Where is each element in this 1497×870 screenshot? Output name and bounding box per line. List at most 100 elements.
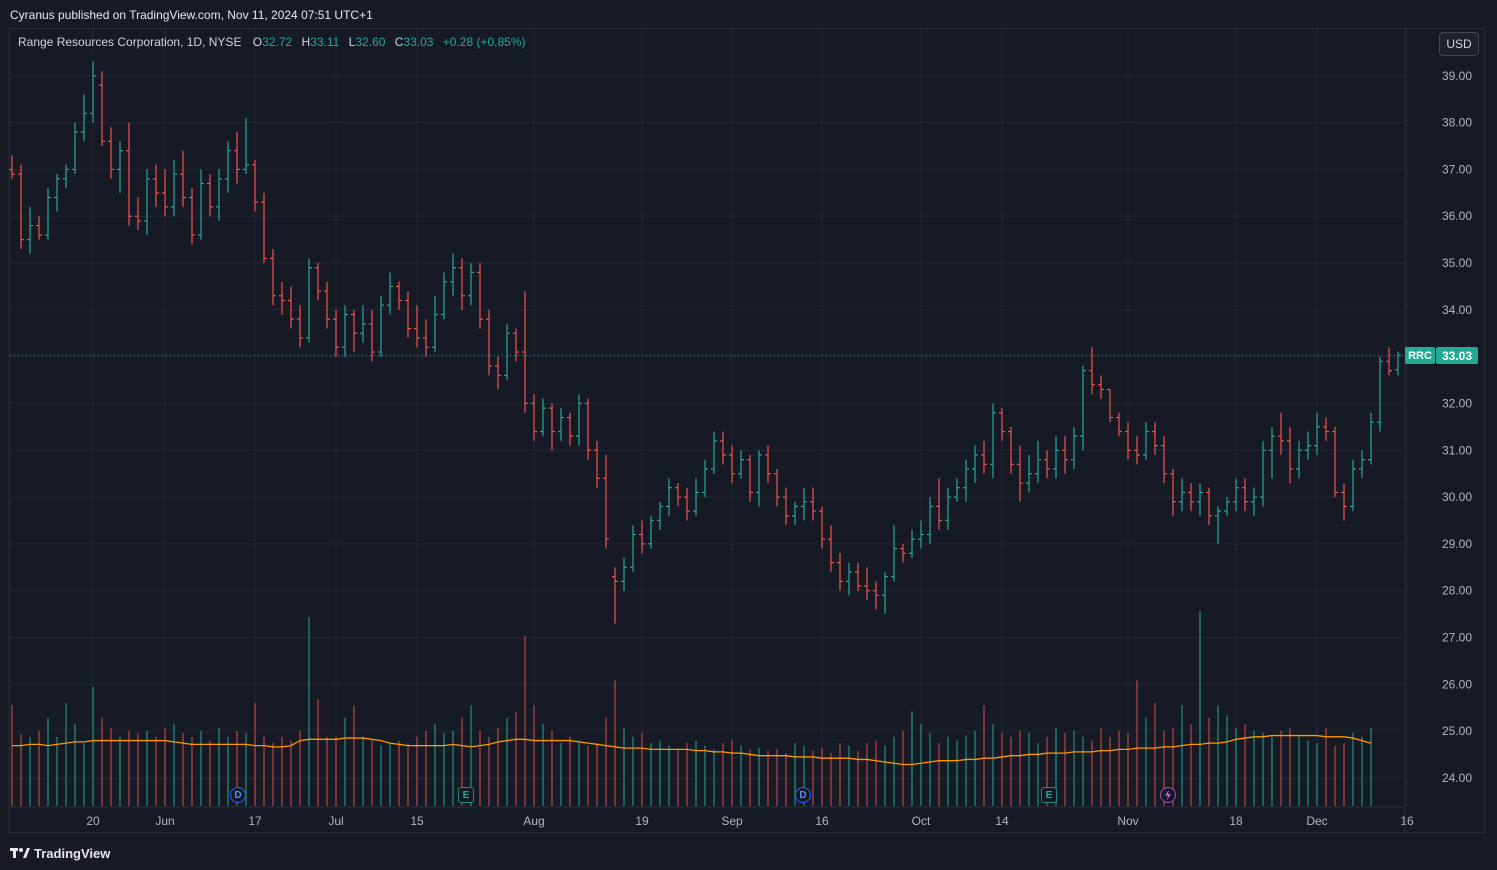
- x-tick-label: Oct: [912, 814, 931, 828]
- volume-bar: [461, 717, 463, 806]
- volume-bar: [1181, 705, 1183, 806]
- ohlc-bar: [801, 487, 807, 521]
- earnings-event-marker[interactable]: E: [1041, 787, 1057, 803]
- volume-bar: [398, 740, 400, 806]
- high-label: H: [301, 35, 311, 49]
- ohlc-bar: [306, 258, 312, 343]
- y-tick-label: 34.00: [1442, 303, 1472, 317]
- volume-bar: [713, 749, 715, 806]
- ohlc-bar: [72, 122, 78, 175]
- volume-bar: [749, 749, 751, 806]
- ohlc-bar: [945, 487, 951, 530]
- ohlc-bar: [297, 305, 303, 348]
- volume-bar: [1352, 733, 1354, 806]
- ohlc-bar: [1116, 412, 1122, 437]
- ohlc-bar: [9, 155, 15, 179]
- ohlc-bar: [378, 295, 384, 357]
- volume-bar: [272, 743, 274, 806]
- ohlc-bar: [576, 394, 582, 446]
- y-tick-label: 38.00: [1442, 116, 1472, 130]
- y-tick-label: 39.00: [1442, 69, 1472, 83]
- volume-bar: [1073, 730, 1075, 806]
- ohlc-bar: [1161, 436, 1167, 484]
- ohlc-bar: [837, 553, 843, 591]
- ohlc-bar: [90, 61, 96, 123]
- volume-bar: [1028, 733, 1030, 806]
- volume-bar: [938, 743, 940, 806]
- ohlc-bar: [198, 169, 204, 240]
- volume-bar: [740, 745, 742, 806]
- ohlc-bar: [225, 141, 231, 193]
- ohlc-bar: [135, 197, 141, 231]
- ohlc-bar: [990, 403, 996, 479]
- volume-bar: [1109, 736, 1111, 806]
- ohlc-bar: [891, 525, 897, 582]
- volume-bar: [560, 743, 562, 806]
- volume-bar: [326, 736, 328, 806]
- volume-bar: [884, 745, 886, 806]
- ohlc-bar: [27, 206, 33, 254]
- ohlc-bar: [1098, 375, 1104, 399]
- ohlc-bar: [603, 454, 609, 549]
- volume-bar: [74, 724, 76, 806]
- ohlc-bar: [288, 286, 294, 329]
- ohlc-bar: [693, 478, 699, 516]
- ohlc-bar: [873, 581, 879, 610]
- y-tick-label: 31.00: [1442, 443, 1472, 457]
- volume-bar: [137, 733, 139, 806]
- volume-bar: [974, 730, 976, 806]
- ohlc-bar: [333, 309, 339, 357]
- earnings-event-marker[interactable]: E: [458, 787, 474, 803]
- ohlc-bar: [441, 272, 447, 320]
- ohlc-bar: [1017, 445, 1023, 502]
- ohlc-bar: [855, 562, 861, 591]
- volume-bar: [1244, 724, 1246, 806]
- volume-bar: [1154, 702, 1156, 806]
- high-value: 33.11: [310, 35, 340, 49]
- dividend-event-marker[interactable]: D: [230, 787, 246, 803]
- volume-bar: [1046, 736, 1048, 806]
- ohlc-bar: [1062, 436, 1068, 474]
- volume-bar: [101, 717, 103, 806]
- volume-bar: [1118, 730, 1120, 806]
- volume-bar: [1199, 611, 1201, 806]
- ohlc-bar: [144, 169, 150, 235]
- ohlc-bar: [549, 403, 555, 451]
- volume-bar: [1361, 736, 1363, 806]
- volume-bar: [191, 736, 193, 806]
- volume-bar: [128, 730, 130, 806]
- volume-bar: [335, 736, 337, 806]
- volume-ma-line: [12, 734, 1372, 766]
- ohlc-bar: [414, 305, 420, 348]
- ohlc-bar: [1152, 422, 1158, 455]
- lightning-event-icon[interactable]: [1160, 787, 1176, 803]
- dividend-event-marker[interactable]: D: [795, 787, 811, 803]
- ohlc-bar: [396, 281, 402, 310]
- ohlc-bar: [477, 263, 483, 329]
- ohlc-bar: [126, 122, 132, 226]
- ohlc-bar: [1386, 347, 1392, 376]
- x-tick-label: 17: [248, 814, 262, 828]
- x-tick-label: 15: [410, 814, 424, 828]
- ohlc-bar: [1107, 388, 1113, 423]
- volume-bar: [245, 733, 247, 806]
- volume-bar: [371, 740, 373, 806]
- y-tick-label: 35.00: [1442, 256, 1472, 270]
- x-tick-label: 18: [1229, 814, 1243, 828]
- close-value: 33.03: [403, 35, 434, 49]
- ohlc-bar: [54, 174, 60, 212]
- ohlc-bar: [99, 71, 105, 147]
- ohlc-bar: [189, 188, 195, 245]
- ohlc-bar: [180, 150, 186, 207]
- volume-bar: [1172, 728, 1174, 806]
- ohlc-bar: [1179, 478, 1185, 512]
- volume-bar: [353, 705, 355, 806]
- ohlc-bar: [729, 445, 735, 484]
- volume-bar: [488, 736, 490, 806]
- currency-button[interactable]: USD: [1439, 32, 1479, 56]
- ohlc-bar: [585, 398, 591, 460]
- ohlc-bar: [711, 431, 717, 474]
- volume-bar: [389, 743, 391, 806]
- volume-bar: [380, 745, 382, 806]
